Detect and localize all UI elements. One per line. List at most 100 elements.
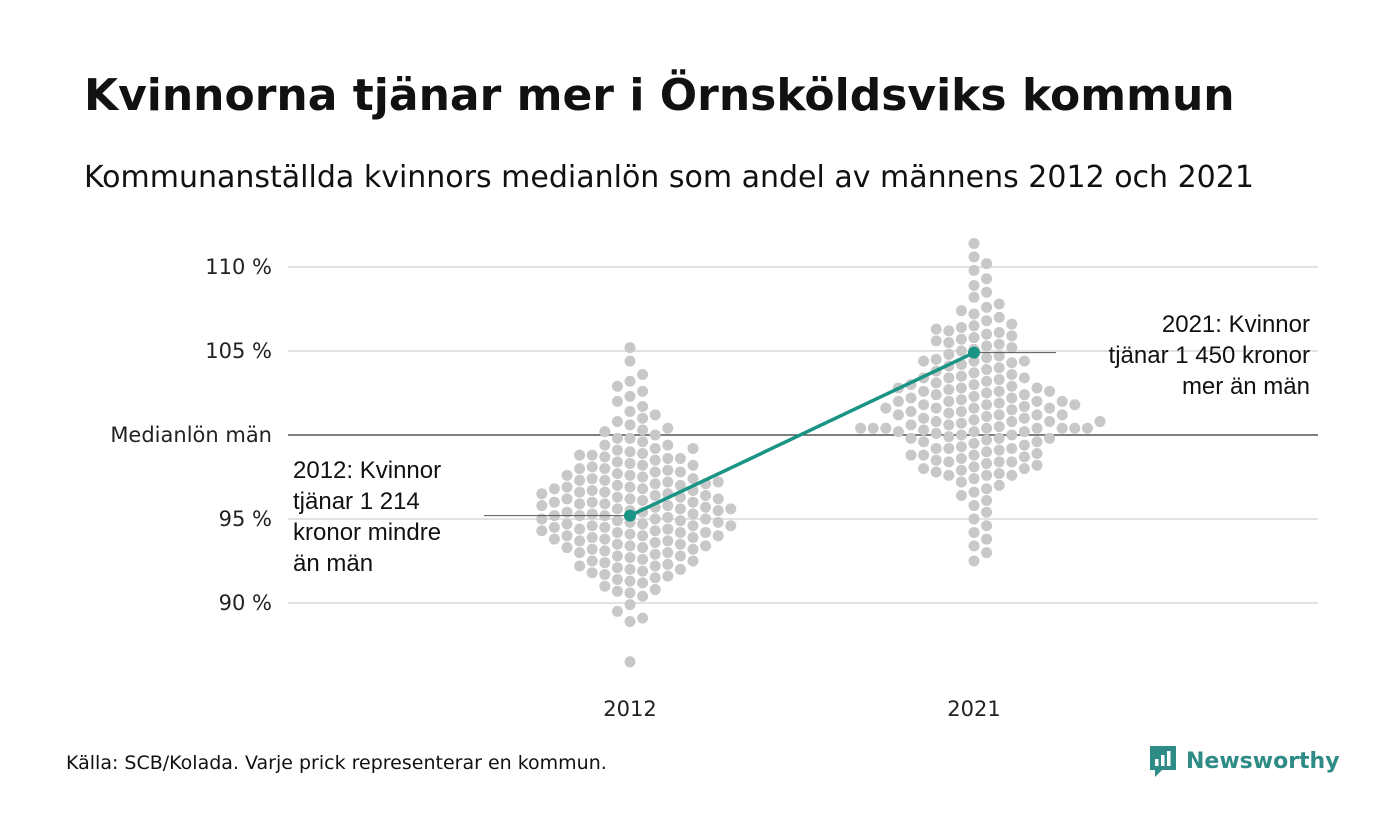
x-tick-label: 2021: [947, 697, 1000, 721]
municipality-dot: [674, 550, 686, 562]
newsworthy-logo[interactable]: Newsworthy: [1148, 744, 1340, 778]
municipality-dot: [624, 458, 636, 470]
municipality-dot: [981, 411, 993, 423]
municipality-dot: [968, 367, 980, 379]
municipality-dot: [611, 515, 623, 527]
municipality-dot: [687, 473, 699, 485]
municipality-dot: [674, 526, 686, 538]
municipality-dot: [905, 405, 917, 417]
municipality-dot: [599, 545, 611, 557]
municipality-dot: [968, 473, 980, 485]
municipality-dot: [624, 405, 636, 417]
chart-subtitle: Kommunanställda kvinnors medianlön som a…: [84, 160, 1254, 195]
municipality-dot: [637, 495, 649, 507]
municipality-dot: [637, 400, 649, 412]
municipality-dot: [611, 456, 623, 468]
municipality-dot: [1018, 372, 1030, 384]
municipality-dot: [968, 513, 980, 525]
municipality-dot: [649, 548, 661, 560]
municipality-dot: [1044, 402, 1056, 414]
municipality-dot: [918, 399, 930, 411]
municipality-dot: [918, 449, 930, 461]
municipality-dot: [981, 328, 993, 340]
municipality-dot: [968, 264, 980, 276]
municipality-dot: [611, 585, 623, 597]
municipality-dot: [993, 374, 1005, 386]
municipality-dot: [637, 483, 649, 495]
municipality-dot: [981, 301, 993, 313]
municipality-dot: [968, 251, 980, 263]
municipality-dot: [649, 513, 661, 525]
municipality-dot: [918, 412, 930, 424]
municipality-dot: [955, 464, 967, 476]
municipality-dot: [892, 395, 904, 407]
municipality-dot: [1069, 422, 1081, 434]
municipality-dot: [968, 320, 980, 332]
municipality-dot: [930, 335, 942, 347]
municipality-dot: [611, 605, 623, 617]
municipality-dot: [599, 463, 611, 475]
municipality-dot: [700, 513, 712, 525]
municipality-dot: [968, 279, 980, 291]
municipality-dot: [624, 587, 636, 599]
municipality-dot: [1018, 412, 1030, 424]
municipality-dot: [880, 402, 892, 414]
municipality-dot: [943, 407, 955, 419]
municipality-dot: [955, 382, 967, 394]
municipality-dot: [981, 446, 993, 458]
municipality-dot: [637, 577, 649, 589]
highlight-point-2012: [624, 509, 636, 522]
municipality-dot: [968, 449, 980, 461]
municipality-dot: [687, 459, 699, 471]
municipality-dot: [1018, 389, 1030, 401]
municipality-dot: [712, 493, 724, 505]
municipality-dot: [955, 453, 967, 465]
annotation-2021-line: mer än män: [1182, 373, 1310, 400]
municipality-dot: [993, 338, 1005, 350]
municipality-dot: [1031, 395, 1043, 407]
municipality-dot: [712, 476, 724, 488]
municipality-dot: [943, 456, 955, 468]
municipality-dot: [968, 426, 980, 438]
municipality-dot: [662, 464, 674, 476]
municipality-dot: [599, 568, 611, 580]
municipality-dot: [918, 463, 930, 475]
municipality-dot: [968, 414, 980, 426]
municipality-dot: [662, 500, 674, 512]
municipality-dot: [599, 580, 611, 592]
municipality-dot: [1018, 451, 1030, 463]
municipality-dot: [561, 530, 573, 542]
municipality-dot: [662, 570, 674, 582]
municipality-dot: [624, 481, 636, 493]
municipality-dot: [662, 511, 674, 523]
municipality-dot: [561, 506, 573, 518]
municipality-dot: [1056, 409, 1068, 421]
municipality-dot: [599, 486, 611, 498]
municipality-dot: [574, 498, 586, 510]
municipality-dot: [586, 473, 598, 485]
municipality-dot: [561, 518, 573, 530]
municipality-dot: [968, 555, 980, 567]
municipality-dot: [687, 496, 699, 508]
logo-text: Newsworthy: [1186, 748, 1340, 774]
municipality-dot: [561, 542, 573, 554]
municipality-dot: [611, 479, 623, 491]
municipality-dot: [662, 453, 674, 465]
municipality-dot: [599, 451, 611, 463]
municipality-dot: [624, 540, 636, 552]
municipality-dot: [611, 491, 623, 503]
municipality-dot: [981, 533, 993, 545]
municipality-dot: [599, 474, 611, 486]
municipality-dot: [624, 563, 636, 575]
municipality-dot: [1044, 385, 1056, 397]
municipality-dot: [930, 416, 942, 428]
municipality-dot: [955, 441, 967, 453]
municipality-dot: [624, 469, 636, 481]
municipality-dot: [649, 429, 661, 441]
municipality-dot: [637, 412, 649, 424]
municipality-dot: [968, 355, 980, 367]
chart-title: Kvinnorna tjänar mer i Örnsköldsviks kom…: [84, 70, 1235, 121]
municipality-dot: [637, 590, 649, 602]
municipality-dot: [943, 469, 955, 481]
municipality-dot: [993, 456, 1005, 468]
